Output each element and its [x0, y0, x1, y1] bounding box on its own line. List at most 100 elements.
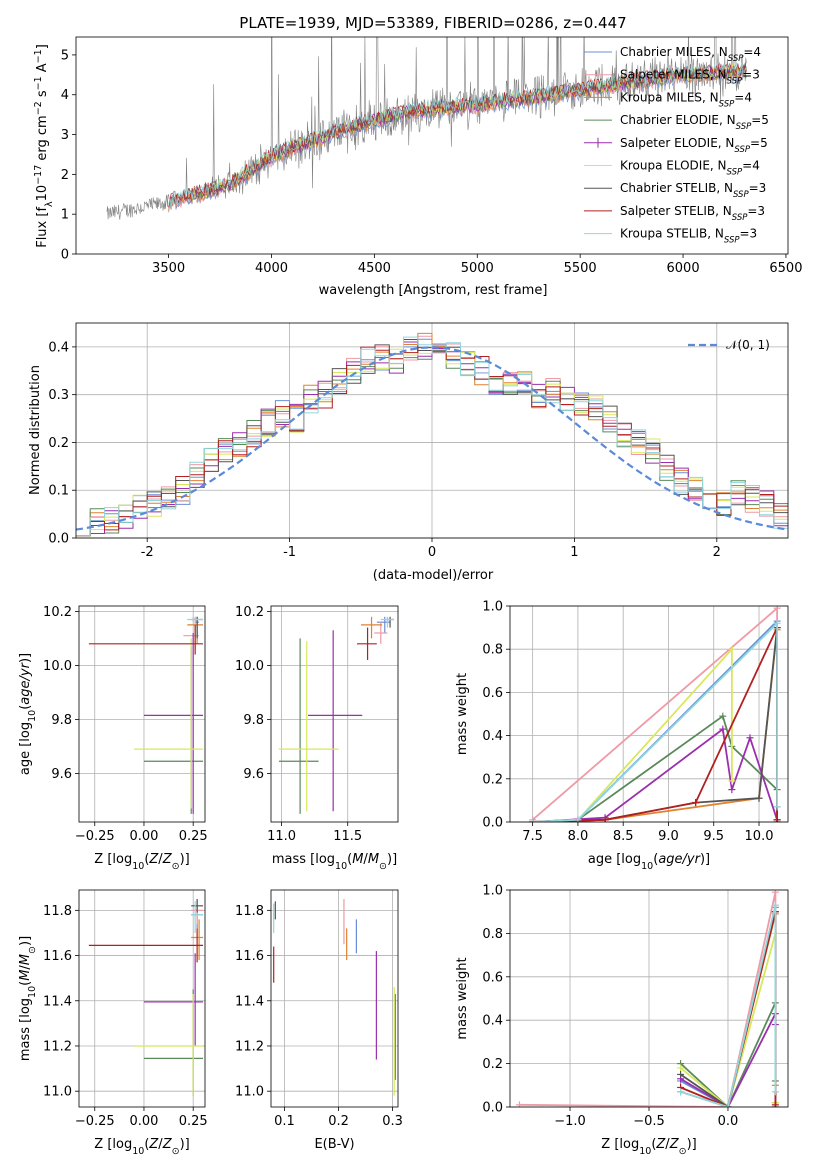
axes-age_vs_mass: 11.0 11.5 9.6 9.8 10.0 10.2	[235, 605, 399, 844]
x-axis-label-age_vs_Z: Z [log10(Z/Z⊙)]	[94, 852, 189, 872]
normal-curve	[76, 346, 788, 531]
axes-mass_vs_Z: −0.25 0.00 0.25 11.0 11.2 11.4 11.6 11.8	[43, 889, 208, 1129]
xtick-label-1: 0.00	[129, 829, 158, 844]
marker-8-3	[773, 803, 781, 811]
xtick-label-2: 8.5	[613, 829, 634, 844]
xtick-label-2: 0.25	[179, 1114, 208, 1129]
xtick-label-4: 9.5	[703, 829, 724, 844]
xtick-label-3: 9.0	[658, 829, 679, 844]
legend-label-2: Kroupa MILES, NSSP=4	[620, 90, 752, 109]
ytick-label-3: 3	[61, 128, 69, 143]
series-8	[532, 621, 778, 822]
ytick-label-1: 9.8	[243, 713, 264, 728]
plot-area-mass_vs_Z	[88, 899, 204, 1096]
ytick-label-2: 11.4	[235, 994, 264, 1009]
axes-mass_vs_ebv: 0.1 0.2 0.3 11.0 11.2 11.4 11.6 11.8	[235, 889, 403, 1129]
y-axis-label-massweight_vs_age: mass weight	[455, 673, 470, 755]
ytick-label-5: 1.0	[482, 600, 503, 615]
ytick-label-0: 9.6	[51, 767, 72, 782]
ytick-label-3: 10.2	[235, 605, 264, 620]
ytick-label-0: 0.0	[482, 816, 503, 831]
ytick-label-3: 0.3	[48, 388, 69, 403]
ytick-label-1: 9.8	[51, 713, 72, 728]
legend-label-7: Salpeter STELIB, NSSP=3	[620, 204, 765, 223]
marker-8-3	[771, 1088, 779, 1096]
legend-label-5: Kroupa ELODIE, NSSP=4	[620, 159, 760, 178]
ytick-label-2: 0.4	[482, 729, 503, 744]
legend-label-3: Chabrier ELODIE, NSSP=5	[620, 113, 769, 132]
marker-1-0	[515, 1101, 523, 1107]
plot-area-age_vs_mass	[278, 616, 395, 814]
ytick-label-2: 0.2	[48, 436, 69, 451]
axes-age_vs_Z: −0.25 0.00 0.25 9.6 9.8 10.0 10.2	[43, 605, 208, 844]
legend-label-1: Salpeter MILES, NSSP=3	[620, 68, 760, 87]
xtick-label-4: 5500	[564, 261, 597, 276]
axes-frame	[270, 605, 399, 823]
histogram-2	[76, 332, 788, 537]
ytick-label-2: 11.4	[43, 994, 72, 1009]
ytick-label-0: 0	[61, 248, 69, 263]
legend-normal-label: 𝒩(0, 1)	[726, 338, 770, 352]
ytick-label-0: 11.0	[235, 1085, 264, 1100]
axes-massweight_vs_age: 7.5 8.0 8.5 9.0 9.5 10.0 0.0 0.2 0.4 0.6 0.8 1.0	[482, 600, 789, 844]
ytick-label-0: 9.6	[243, 767, 264, 782]
series-0	[532, 618, 778, 822]
ytick-label-2: 0.4	[482, 1014, 503, 1029]
plot-area-age_vs_Z	[88, 616, 204, 814]
plot-area-mass_vs_ebv	[273, 899, 396, 1096]
ytick-label-0: 0.0	[482, 1101, 503, 1116]
y-axis-label-mass_vs_Z: mass [log10(M/M⊙)]	[18, 936, 38, 1061]
ytick-label-0: 11.0	[43, 1085, 72, 1100]
legend-label-6: Chabrier STELIB, NSSP=3	[620, 181, 766, 200]
marker-4-4	[746, 734, 754, 742]
axes-frame	[78, 605, 206, 823]
model-spectrum-7	[168, 61, 747, 207]
axes-massweight_vs_Z: −1.0 −0.5 0.0 0.0 0.2 0.4 0.6 0.8 1.0	[482, 884, 789, 1129]
ytick-label-2: 10.0	[43, 659, 72, 674]
marker-8-2	[771, 901, 779, 909]
legend-label-4: Salpeter ELODIE, NSSP=5	[620, 136, 768, 155]
marker-1-2	[771, 890, 779, 896]
model-spectrum-6	[168, 62, 747, 208]
xtick-label-4: 2	[713, 545, 721, 560]
marker-5-3	[728, 777, 736, 785]
ytick-label-3: 0.6	[482, 970, 503, 985]
marker-7-4	[773, 816, 781, 822]
x-axis-label-massweight_vs_Z: Z [log10(Z/Z⊙)]	[601, 1137, 696, 1157]
xtick-label-0: −0.25	[75, 829, 115, 844]
model-spectrum-8	[168, 61, 747, 206]
axes-frame	[75, 36, 789, 255]
series-1	[532, 606, 778, 821]
ytick-label-1: 0.2	[482, 772, 503, 787]
marker-6-3	[755, 794, 763, 802]
ytick-label-0: 0.0	[48, 532, 69, 547]
xtick-label-5: 6000	[667, 261, 700, 276]
y-axis-label-massweight_vs_Z: mass weight	[455, 957, 470, 1039]
x-axis-label-mass_vs_Z: Z [log10(Z/Z⊙)]	[94, 1137, 189, 1157]
ytick-label-1: 1	[61, 208, 69, 223]
y-axis-label: Flux [fλ10−17 erg cm−2 s−1 A−1]	[33, 44, 55, 248]
ytick-label-5: 5	[61, 48, 69, 63]
ytick-label-4: 0.8	[482, 927, 503, 942]
legend-label-0: Chabrier MILES, NSSP=4	[620, 45, 761, 64]
marker-7-3	[771, 1101, 779, 1107]
xtick-label-5: 10.0	[745, 829, 774, 844]
marker-6-0	[677, 1070, 685, 1078]
x-axis-label: (data-model)/error	[373, 568, 494, 583]
histogram-8	[76, 336, 788, 537]
xtick-label-0: −1.0	[554, 1114, 586, 1129]
xtick-label-2: 4500	[358, 261, 391, 276]
marker-8-1	[724, 1103, 732, 1107]
xtick-label-1: 4000	[255, 261, 288, 276]
axes-residuals: -2 -1 0 1 2 0.0 0.1 0.2 0.3 0.4	[48, 322, 789, 560]
marker-8-1	[574, 816, 582, 822]
ytick-label-4: 4	[61, 88, 69, 103]
y-axis-label-age_vs_Z: age [log10(age/yr)]	[18, 653, 38, 775]
ytick-label-2: 2	[61, 168, 69, 183]
xtick-label-2: 0.25	[179, 829, 208, 844]
plot-area-massweight_vs_age	[529, 606, 781, 822]
marker-5-0	[677, 1064, 685, 1072]
xtick-label-2: 0	[428, 545, 436, 560]
xtick-label-1: 0.2	[328, 1114, 349, 1129]
axes-frame	[509, 605, 789, 823]
